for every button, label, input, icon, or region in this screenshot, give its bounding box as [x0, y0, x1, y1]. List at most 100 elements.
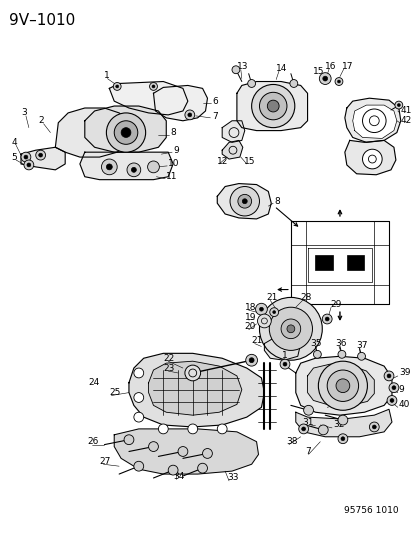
Text: 33: 33 — [227, 473, 238, 482]
Text: 30: 30 — [342, 396, 354, 405]
Circle shape — [313, 350, 320, 358]
Circle shape — [231, 66, 239, 74]
Circle shape — [152, 85, 154, 88]
Polygon shape — [344, 140, 395, 175]
Text: 42: 42 — [400, 116, 411, 125]
Text: 28: 28 — [300, 293, 311, 302]
Circle shape — [269, 308, 278, 317]
Circle shape — [321, 314, 331, 324]
Circle shape — [289, 79, 297, 87]
Circle shape — [148, 442, 158, 451]
Bar — [346, 255, 363, 270]
Circle shape — [24, 155, 28, 159]
Polygon shape — [295, 409, 391, 437]
Circle shape — [318, 361, 367, 410]
Circle shape — [188, 113, 191, 117]
Circle shape — [318, 425, 328, 435]
Text: 7: 7 — [305, 447, 311, 456]
Polygon shape — [85, 106, 166, 152]
Circle shape — [188, 424, 197, 434]
Text: 9V–1010: 9V–1010 — [9, 13, 75, 28]
Circle shape — [185, 365, 200, 381]
Circle shape — [178, 447, 188, 456]
Circle shape — [340, 437, 344, 441]
Text: 36: 36 — [334, 339, 346, 348]
Circle shape — [197, 463, 207, 473]
Circle shape — [259, 92, 286, 120]
Text: 2: 2 — [38, 116, 44, 125]
Circle shape — [286, 325, 294, 333]
Circle shape — [133, 393, 143, 402]
Text: 21: 21 — [266, 293, 277, 302]
Text: 21: 21 — [251, 336, 262, 345]
Circle shape — [202, 449, 212, 458]
Circle shape — [396, 103, 399, 107]
Text: 13: 13 — [236, 62, 248, 71]
Circle shape — [251, 84, 294, 127]
Circle shape — [337, 434, 347, 443]
Circle shape — [36, 150, 45, 160]
Circle shape — [21, 152, 31, 162]
Circle shape — [185, 110, 194, 120]
Text: 25: 25 — [109, 388, 121, 397]
Circle shape — [116, 85, 119, 88]
Circle shape — [334, 78, 342, 85]
Circle shape — [114, 121, 138, 144]
Text: 1: 1 — [104, 71, 110, 80]
Circle shape — [388, 383, 398, 393]
Circle shape — [255, 303, 267, 315]
Polygon shape — [307, 364, 373, 406]
Circle shape — [335, 379, 349, 393]
Circle shape — [249, 358, 254, 362]
Polygon shape — [352, 105, 396, 139]
Circle shape — [280, 359, 289, 369]
Polygon shape — [217, 183, 271, 219]
Circle shape — [368, 422, 378, 432]
Text: 8: 8 — [273, 197, 279, 206]
Text: 31: 31 — [301, 417, 313, 426]
Text: 12: 12 — [217, 157, 228, 166]
Text: 7: 7 — [212, 112, 218, 122]
Polygon shape — [109, 82, 188, 115]
Text: 10: 10 — [168, 159, 179, 168]
Text: 20: 20 — [244, 322, 256, 332]
Circle shape — [27, 163, 31, 167]
Circle shape — [168, 465, 178, 475]
Text: 37: 37 — [356, 341, 367, 350]
Circle shape — [257, 314, 271, 328]
Circle shape — [242, 199, 247, 204]
Polygon shape — [295, 356, 391, 415]
Text: 40: 40 — [398, 400, 409, 409]
Circle shape — [245, 354, 257, 366]
Circle shape — [301, 427, 305, 431]
Text: 5: 5 — [11, 152, 17, 161]
Text: 32: 32 — [332, 421, 344, 430]
Circle shape — [337, 415, 347, 425]
Text: 26: 26 — [88, 437, 99, 446]
Circle shape — [357, 352, 365, 360]
Text: 15: 15 — [313, 67, 324, 76]
Polygon shape — [222, 121, 244, 142]
Circle shape — [131, 167, 136, 172]
Polygon shape — [21, 147, 65, 170]
Circle shape — [101, 159, 117, 175]
Text: 8: 8 — [170, 128, 176, 137]
Circle shape — [127, 163, 140, 177]
Circle shape — [326, 370, 358, 401]
Circle shape — [259, 297, 321, 360]
Text: 11: 11 — [166, 172, 177, 181]
Circle shape — [106, 113, 145, 152]
Circle shape — [113, 83, 121, 91]
Circle shape — [362, 109, 385, 133]
Circle shape — [298, 424, 308, 434]
Text: 95756 1010: 95756 1010 — [343, 506, 398, 515]
Circle shape — [280, 319, 300, 338]
Text: 18: 18 — [244, 303, 256, 312]
Polygon shape — [55, 108, 131, 157]
Circle shape — [133, 412, 143, 422]
Text: 27: 27 — [99, 457, 111, 466]
Circle shape — [133, 368, 143, 378]
Text: 15: 15 — [243, 157, 255, 166]
Text: 3: 3 — [21, 108, 27, 117]
Polygon shape — [222, 140, 242, 159]
